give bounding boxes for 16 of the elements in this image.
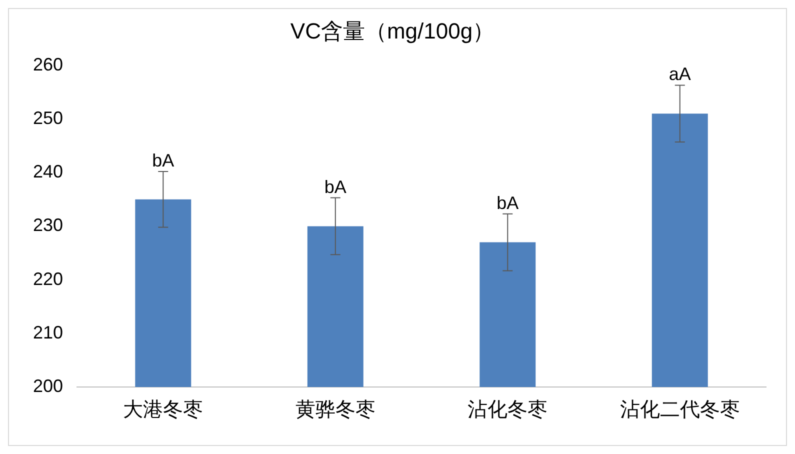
x-tick-label: 黄骅冬枣 — [295, 397, 376, 422]
y-tick-label: 260 — [32, 54, 64, 74]
annotation: bA — [152, 150, 174, 170]
y-tick-label: 240 — [32, 162, 64, 182]
y-tick-label: 210 — [32, 322, 64, 342]
chart-title: VC含量（mg/100g） — [290, 18, 495, 44]
x-tick-label: 沾化二代冬枣 — [620, 397, 740, 422]
y-tick-label: 220 — [32, 268, 64, 289]
annotation: bA — [324, 176, 346, 197]
annotation: bA — [496, 192, 519, 213]
x-tick-label: 大港冬枣 — [123, 397, 204, 422]
y-tick-label: 250 — [32, 108, 64, 128]
annotation: aA — [668, 64, 691, 84]
y-tick-label: 230 — [32, 215, 64, 236]
x-tick-label: 沾化冬枣 — [468, 397, 548, 422]
y-tick-label: 200 — [32, 376, 64, 396]
